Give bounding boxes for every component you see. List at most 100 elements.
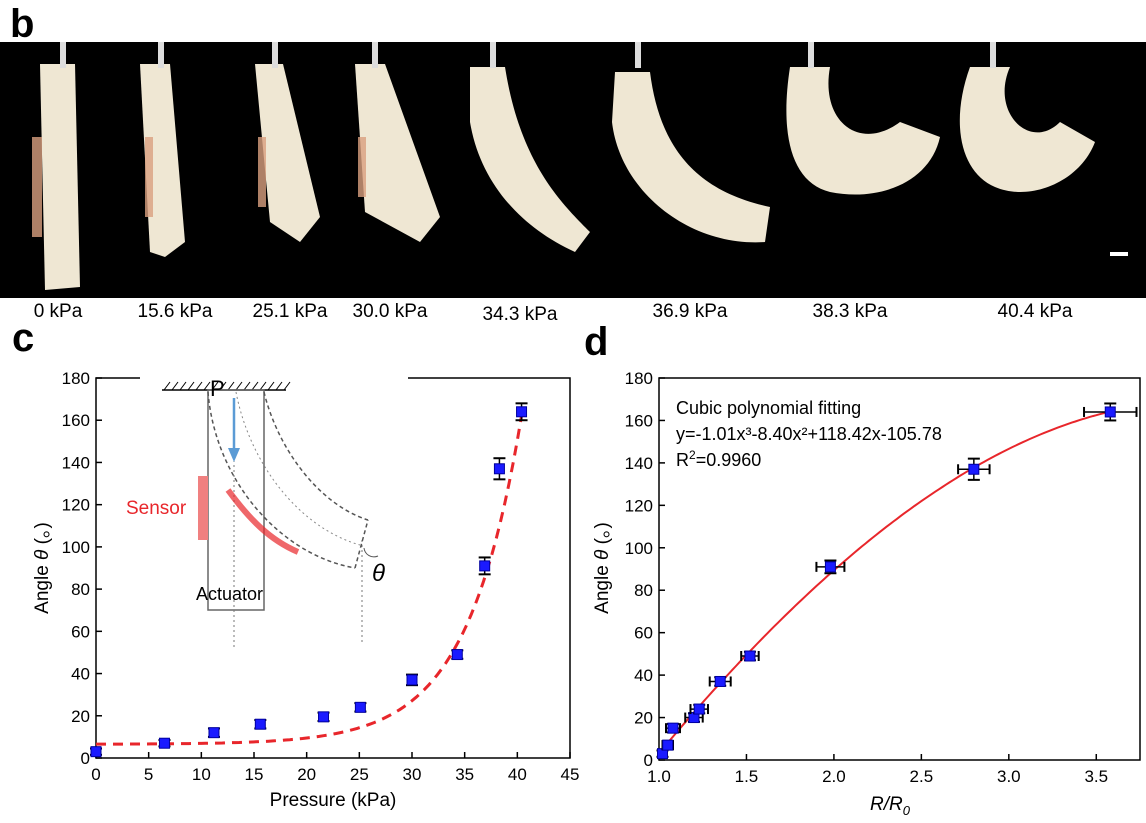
y-tick-label: 40: [71, 665, 90, 684]
actuator-shape: [255, 64, 320, 242]
y-tick-label: 60: [634, 624, 653, 643]
x-tick-label: 20: [297, 765, 316, 784]
actuator-shape: [40, 64, 80, 290]
y-tick-label: 180: [62, 369, 90, 388]
x-tick-label: 3.0: [997, 767, 1021, 786]
tube: [272, 42, 278, 68]
hatch: [283, 381, 291, 391]
sensor-patch: [145, 137, 153, 217]
y-tick-label: 20: [71, 707, 90, 726]
y-tick-label: 140: [62, 453, 90, 472]
inset-pressure-label: P: [210, 376, 225, 401]
pressure-label: 15.6 kPa: [137, 301, 213, 322]
sensor-patch: [32, 137, 42, 237]
bent-outline-inner: [263, 391, 369, 521]
tube: [808, 42, 814, 68]
actuator-shape: [959, 67, 1095, 192]
tube: [60, 42, 66, 68]
y-tick-label: 120: [625, 496, 653, 515]
x-tick-label: 1.5: [735, 767, 759, 786]
panel-c-label: c: [12, 316, 35, 360]
y-tick-label: 100: [625, 539, 653, 558]
angle-arc: [363, 547, 379, 558]
bent-tip: [354, 519, 369, 569]
tube: [372, 42, 378, 68]
inset-sensor-label: Sensor: [126, 498, 187, 519]
sensor-patch: [358, 137, 366, 197]
y-tick-label: 20: [634, 709, 653, 728]
hatch: [259, 381, 267, 391]
inset-schematic: P Sensor Actuator θ: [126, 366, 408, 664]
pressure-arrow-head: [228, 448, 240, 462]
sensor-strip: [225, 488, 300, 555]
hatch: [211, 381, 219, 391]
y-tick-label: 140: [625, 454, 653, 473]
data-point: [667, 722, 679, 734]
hatch: [203, 381, 211, 391]
pressure-label: 30.0 kPa: [352, 301, 428, 322]
y-tick-label: 80: [634, 581, 653, 600]
tube: [490, 42, 496, 68]
x-tick-label: 2.5: [910, 767, 934, 786]
pressure-label: 40.4 kPa: [997, 301, 1073, 322]
data-point: [158, 737, 170, 749]
y-tick-label: 0: [644, 751, 653, 770]
hatch: [171, 381, 179, 391]
hatch: [163, 381, 171, 391]
data-point: [693, 703, 705, 715]
y-tick-label: 0: [81, 749, 90, 768]
data-point: [451, 649, 463, 661]
hatch: [227, 381, 235, 391]
y-tick-label: 160: [62, 411, 90, 430]
y-tick-label: 160: [625, 411, 653, 430]
y-tick-label: 80: [71, 580, 90, 599]
data-point: [714, 675, 726, 687]
data-point: [744, 650, 756, 662]
x-tick-label: 1.0: [647, 767, 671, 786]
data-point: [254, 718, 266, 730]
fit-title: Cubic polynomial fitting: [676, 398, 861, 418]
pressure-label: 36.9 kPa: [652, 301, 728, 322]
tube: [158, 42, 164, 68]
inset-actuator-label: Actuator: [196, 584, 263, 604]
y-axis-label: Angle θ (。): [592, 522, 613, 614]
hatch: [243, 381, 251, 391]
data-point: [493, 463, 505, 475]
data-point: [90, 746, 102, 758]
inset-background: [140, 366, 408, 664]
scale-bar: [1110, 252, 1128, 256]
bent-outline-outer: [207, 391, 356, 569]
hatch: [195, 381, 203, 391]
hatch: [275, 381, 283, 391]
sensor-patch: [258, 137, 266, 207]
actuator-photos: [32, 42, 1128, 290]
actuator-photo-strip: [0, 42, 1146, 298]
plot-frame: [658, 377, 1141, 761]
fit-curve: [658, 410, 1111, 754]
pressure-label: 0 kPa: [33, 301, 83, 322]
pressure-label: 34.3 kPa: [482, 304, 558, 325]
x-tick-label: 45: [561, 765, 580, 784]
tube: [990, 42, 996, 68]
data-point: [662, 739, 674, 751]
data-point: [968, 463, 980, 475]
pressure-label: 25.1 kPa: [252, 301, 328, 322]
data-point: [208, 727, 220, 739]
tube: [635, 42, 641, 68]
inset-angle-label: θ: [372, 560, 385, 587]
x-tick-label: 5: [144, 765, 153, 784]
data-point: [354, 701, 366, 713]
x-tick-label: 25: [350, 765, 369, 784]
hatch: [219, 381, 227, 391]
data-point: [406, 674, 418, 686]
panel-d-label: d: [584, 320, 609, 364]
actuator-shape: [612, 72, 770, 243]
fit-equation: y=-1.01x³-8.40x²+118.42x-105.78: [676, 424, 942, 444]
data-point: [824, 561, 836, 573]
y-tick-label: 120: [62, 496, 90, 515]
data-point: [479, 560, 491, 572]
hatch: [179, 381, 187, 391]
x-tick-label: 15: [245, 765, 264, 784]
